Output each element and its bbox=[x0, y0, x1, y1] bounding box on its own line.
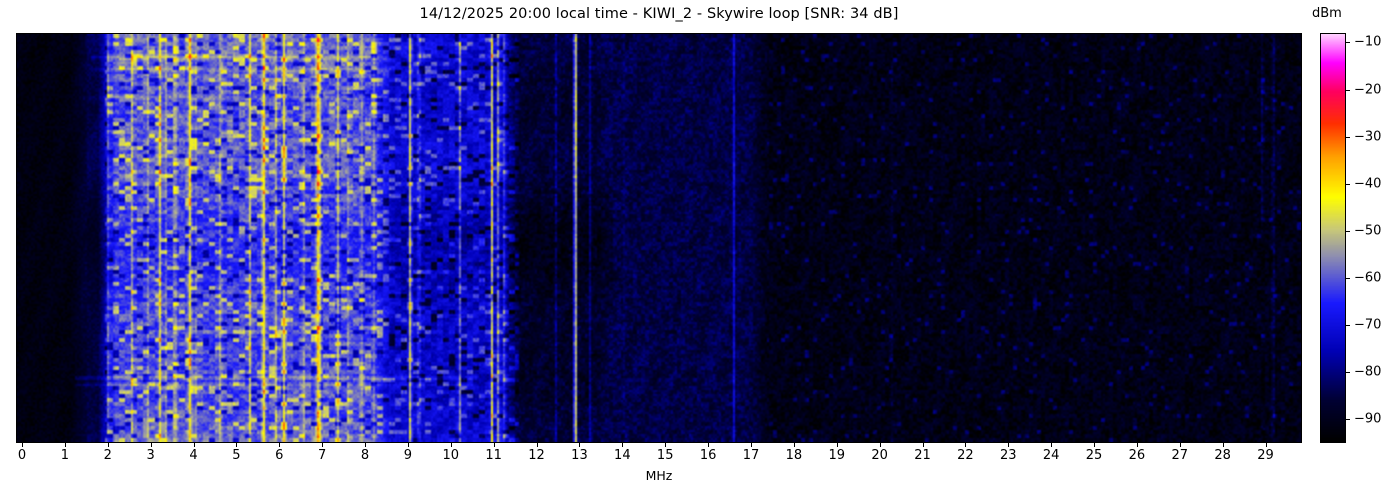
waterfall-plot-area[interactable] bbox=[16, 33, 1302, 443]
x-tick-label: 2 bbox=[103, 448, 112, 463]
x-tick-mark bbox=[450, 443, 452, 447]
x-tick-mark bbox=[665, 443, 667, 447]
x-tick-mark bbox=[708, 443, 710, 447]
colorbar-title: dBm bbox=[1312, 6, 1342, 21]
x-tick-mark bbox=[879, 443, 881, 447]
x-tick-mark bbox=[965, 443, 967, 447]
x-tick-mark bbox=[1094, 443, 1096, 447]
colorbar-tick-label: −10 bbox=[1354, 34, 1382, 50]
colorbar-gradient bbox=[1321, 34, 1345, 442]
colorbar-tick-mark bbox=[1346, 89, 1350, 91]
x-tick-label: 10 bbox=[442, 448, 460, 463]
x-tick-mark bbox=[22, 443, 23, 447]
x-tick-label: 1 bbox=[60, 448, 70, 463]
x-tick-mark bbox=[193, 443, 195, 447]
x-tick-mark bbox=[236, 443, 238, 447]
x-tick-mark bbox=[579, 443, 581, 447]
x-tick-mark bbox=[622, 443, 624, 447]
colorbar-tick-mark bbox=[1346, 230, 1350, 232]
x-tick-mark bbox=[1008, 443, 1010, 447]
x-tick-label: 24 bbox=[1042, 448, 1060, 463]
x-tick-label: 27 bbox=[1171, 448, 1189, 463]
x-tick-label: 7 bbox=[318, 448, 327, 463]
colorbar-tick-label: −40 bbox=[1354, 176, 1382, 192]
x-tick-mark bbox=[493, 443, 495, 447]
x-tick-mark bbox=[536, 443, 538, 447]
colorbar[interactable] bbox=[1320, 33, 1346, 443]
x-tick-label: 11 bbox=[485, 448, 502, 463]
x-tick-label: 18 bbox=[785, 448, 803, 463]
colorbar-tick-mark bbox=[1346, 136, 1350, 138]
x-tick-mark bbox=[279, 443, 281, 447]
x-tick-mark bbox=[1136, 443, 1138, 447]
x-tick-label: 13 bbox=[571, 448, 588, 463]
x-tick-label: 19 bbox=[828, 448, 846, 463]
colorbar-tick-mark bbox=[1346, 278, 1350, 280]
x-tick-mark bbox=[107, 443, 109, 447]
waterfall-canvas[interactable] bbox=[17, 34, 1301, 442]
chart-title: 14/12/2025 20:00 local time - KIWI_2 - S… bbox=[419, 6, 899, 22]
x-tick-label: 0 bbox=[17, 448, 27, 463]
x-tick-mark bbox=[1265, 443, 1267, 447]
x-tick-mark bbox=[365, 443, 367, 447]
x-tick-label: 21 bbox=[914, 448, 931, 463]
colorbar-tick-label: −90 bbox=[1354, 411, 1382, 427]
colorbar-tick-label: −20 bbox=[1354, 82, 1382, 98]
x-tick-label: 6 bbox=[275, 448, 284, 463]
x-tick-label: 25 bbox=[1085, 448, 1103, 463]
colorbar-tick-mark bbox=[1346, 372, 1350, 374]
x-tick-label: 16 bbox=[699, 448, 717, 463]
x-tick-mark bbox=[750, 443, 752, 447]
x-tick-label: 22 bbox=[957, 448, 974, 463]
x-tick-label: 26 bbox=[1128, 448, 1146, 463]
colorbar-tick-mark bbox=[1346, 183, 1350, 185]
x-axis-label: MHz bbox=[645, 468, 673, 483]
x-tick-label: 8 bbox=[360, 448, 370, 463]
colorbar-tick-label: −50 bbox=[1354, 223, 1382, 239]
colorbar-tick-label: −30 bbox=[1354, 129, 1382, 145]
x-tick-mark bbox=[836, 443, 838, 447]
x-tick-mark bbox=[1222, 443, 1224, 447]
x-tick-mark bbox=[922, 443, 924, 447]
x-tick-mark bbox=[150, 443, 152, 447]
x-tick-label: 17 bbox=[742, 448, 760, 463]
x-tick-mark bbox=[1051, 443, 1053, 447]
x-tick-label: 5 bbox=[232, 448, 241, 463]
colorbar-tick-label: −60 bbox=[1354, 270, 1382, 286]
x-axis-ticks: 0 1 2 3 4 5 6 7 8 9 10 11 12 13 14 15 16 17 18 19 20 21 22 23 24… bbox=[16, 443, 1302, 477]
colorbar-ticks: −10 −20 −30 −40 −50 −60 −70 −80 −90 bbox=[1346, 33, 1396, 443]
x-tick-mark bbox=[1179, 443, 1181, 447]
x-tick-label: 12 bbox=[528, 448, 545, 463]
colorbar-tick-mark bbox=[1346, 325, 1350, 327]
x-tick-label: 15 bbox=[656, 448, 674, 463]
colorbar-tick-label: −70 bbox=[1354, 317, 1382, 333]
x-tick-label: 3 bbox=[146, 448, 155, 463]
x-tick-mark bbox=[793, 443, 795, 447]
x-tick-label: 14 bbox=[614, 448, 631, 463]
colorbar-tick-label: −80 bbox=[1354, 364, 1382, 380]
x-tick-label: 9 bbox=[403, 448, 413, 463]
x-tick-mark bbox=[322, 443, 324, 447]
x-tick-label: 23 bbox=[999, 448, 1017, 463]
x-tick-label: 28 bbox=[1214, 448, 1231, 463]
x-tick-mark bbox=[407, 443, 409, 447]
x-tick-mark bbox=[64, 443, 66, 447]
colorbar-tick-mark bbox=[1346, 42, 1350, 44]
x-tick-label: 20 bbox=[871, 448, 888, 463]
x-tick-label: 29 bbox=[1257, 448, 1274, 463]
x-tick-label: 4 bbox=[189, 448, 198, 463]
colorbar-tick-mark bbox=[1346, 419, 1350, 421]
